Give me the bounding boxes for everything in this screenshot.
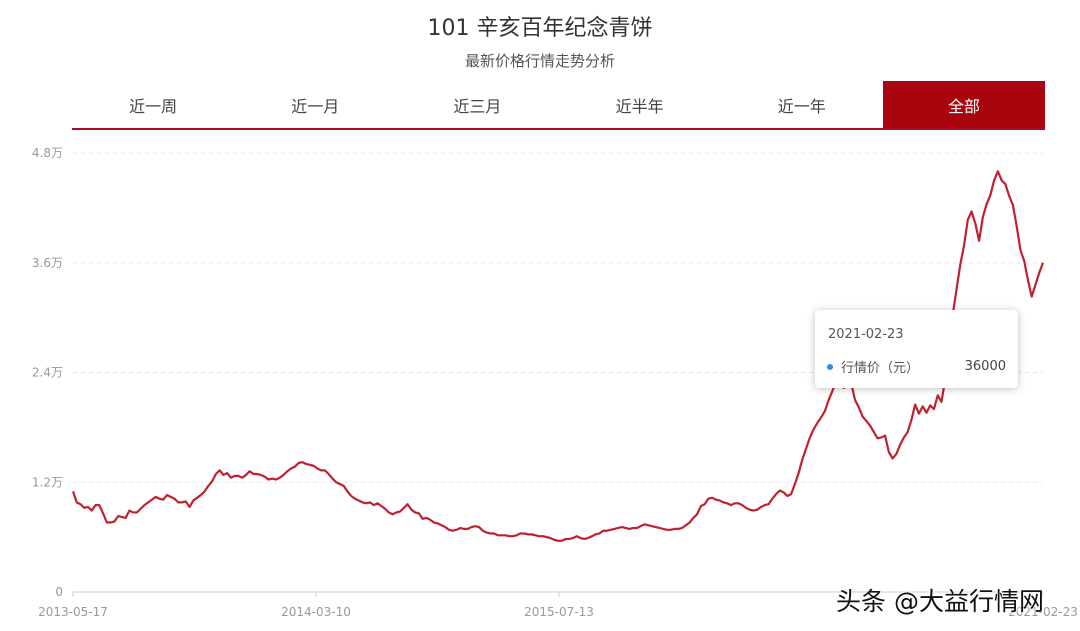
y-tick-label: 0 [55, 585, 63, 599]
y-tick-label: 1.2万 [32, 475, 63, 489]
chart-tooltip: 2021-02-23 行情价（元） 36000 [815, 310, 1018, 388]
tab-all[interactable]: 全部 [882, 81, 1046, 128]
tab-week[interactable]: 近一周 [129, 96, 178, 116]
tooltip-series-name: 行情价（元） [841, 361, 920, 376]
tooltip-date: 2021-02-23 [828, 327, 904, 342]
page-subtitle: 最新价格行情走势分析 [464, 52, 615, 70]
tab-month[interactable]: 近一月 [291, 96, 340, 116]
tab-three-months[interactable]: 近三月 [453, 96, 502, 116]
price-series-line[interactable] [71, 170, 1045, 542]
page-title: 101 辛亥百年纪念青饼 [427, 16, 653, 41]
time-range-tabs: 近一周 近一月 近三月 近半年 近一年 全部 [72, 81, 1046, 130]
tab-half-year[interactable]: 近半年 [615, 96, 664, 116]
y-tick-label: 3.6万 [32, 256, 63, 270]
tooltip-value: 36000 [964, 359, 1006, 374]
tooltip-series-dot [827, 363, 833, 370]
y-tick-label: 4.8万 [32, 146, 63, 160]
watermark: 头条 @大益行情网 [836, 587, 1044, 616]
x-tick-label: 2015-07-13 [524, 605, 594, 619]
y-tick-label: 2.4万 [32, 366, 63, 380]
x-tick-label: 2021-02-23 [1008, 605, 1078, 619]
tab-year[interactable]: 近一年 [777, 96, 826, 116]
x-tick-label: 2014-03-10 [281, 605, 351, 619]
x-tick-label: 2013-05-17 [38, 605, 108, 619]
